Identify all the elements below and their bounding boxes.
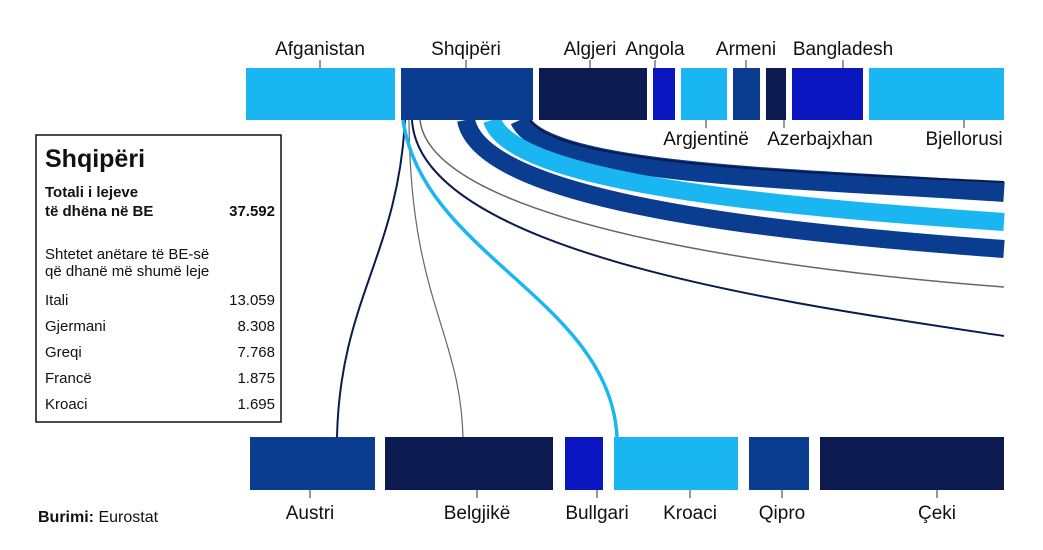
bottom-node-label: Bullgari	[565, 503, 628, 524]
nodes: Afganistan Shqipëri Algjeri Angola Argjentin…	[246, 39, 1004, 524]
bottom-node	[614, 437, 738, 490]
subtitle: Shtetet anëtare të BE-së	[45, 246, 209, 263]
row-name: Gjermani	[45, 318, 106, 335]
row-value: 13.059	[229, 292, 275, 309]
bottom-node	[565, 437, 603, 490]
flow	[401, 119, 619, 438]
rows: Itali 13.059 Gjermani 8.308 Greqi 7.768 Francë…	[45, 292, 275, 413]
top-node	[401, 68, 533, 120]
top-node-label: Bangladesh	[793, 39, 893, 60]
row-value: 8.308	[237, 318, 275, 335]
bottom-node	[749, 437, 809, 490]
flow	[419, 119, 1005, 288]
source-label: Burimi	[38, 509, 89, 526]
subtitle: që dhanë më shumë leje	[45, 263, 209, 280]
flow	[336, 119, 406, 438]
row-name: Itali	[45, 292, 68, 309]
source-value: Eurostat	[98, 509, 158, 526]
total-label: Totali i lejeve	[45, 184, 138, 201]
total-value: 37.592	[229, 203, 275, 220]
row-value: 1.695	[237, 396, 275, 413]
flow	[408, 119, 464, 438]
row-value: 1.875	[237, 370, 275, 387]
flow	[529, 119, 1005, 183]
bottom-node	[820, 437, 1004, 490]
row-name: Francë	[45, 370, 92, 387]
top-node-label: Shqipëri	[431, 39, 501, 60]
top-node	[681, 68, 727, 120]
flow	[457, 117, 1005, 258]
top-node-label: Armeni	[716, 39, 776, 60]
source: Burimi: Eurostat	[38, 509, 159, 526]
row-name: Greqi	[45, 344, 82, 361]
row-name: Kroaci	[45, 396, 88, 413]
top-node	[869, 68, 1004, 120]
bottom-node	[385, 437, 553, 490]
top-node	[246, 68, 395, 120]
top-node-label: Algjeri	[564, 39, 617, 60]
flow	[411, 119, 1005, 337]
top-node	[766, 68, 786, 120]
bottom-node-label: Kroaci	[663, 503, 717, 524]
total-label: të dhëna në BE	[45, 203, 153, 220]
bottom-node-label: Belgjikë	[444, 503, 511, 524]
top-node-label: Azerbajxhan	[767, 129, 873, 150]
top-node	[539, 68, 647, 120]
top-node-label: Afganistan	[275, 39, 365, 60]
flows	[336, 114, 1005, 438]
top-node-label: Bjellorusi	[925, 129, 1002, 150]
row-value: 7.768	[237, 344, 275, 361]
top-node-label: Argjentinë	[663, 129, 749, 150]
top-node	[653, 68, 675, 120]
top-node	[733, 68, 760, 120]
flow	[483, 116, 1005, 231]
flow	[510, 114, 1005, 202]
top-node	[792, 68, 863, 120]
info-title: Shqipëri	[45, 145, 145, 173]
info-box	[35, 134, 282, 423]
top-node-label: Angola	[625, 39, 685, 60]
bottom-node-label: Qipro	[759, 503, 805, 524]
bottom-node-label: Austri	[286, 503, 335, 524]
bottom-node-label: Çeki	[918, 503, 956, 524]
bottom-node	[250, 437, 375, 490]
